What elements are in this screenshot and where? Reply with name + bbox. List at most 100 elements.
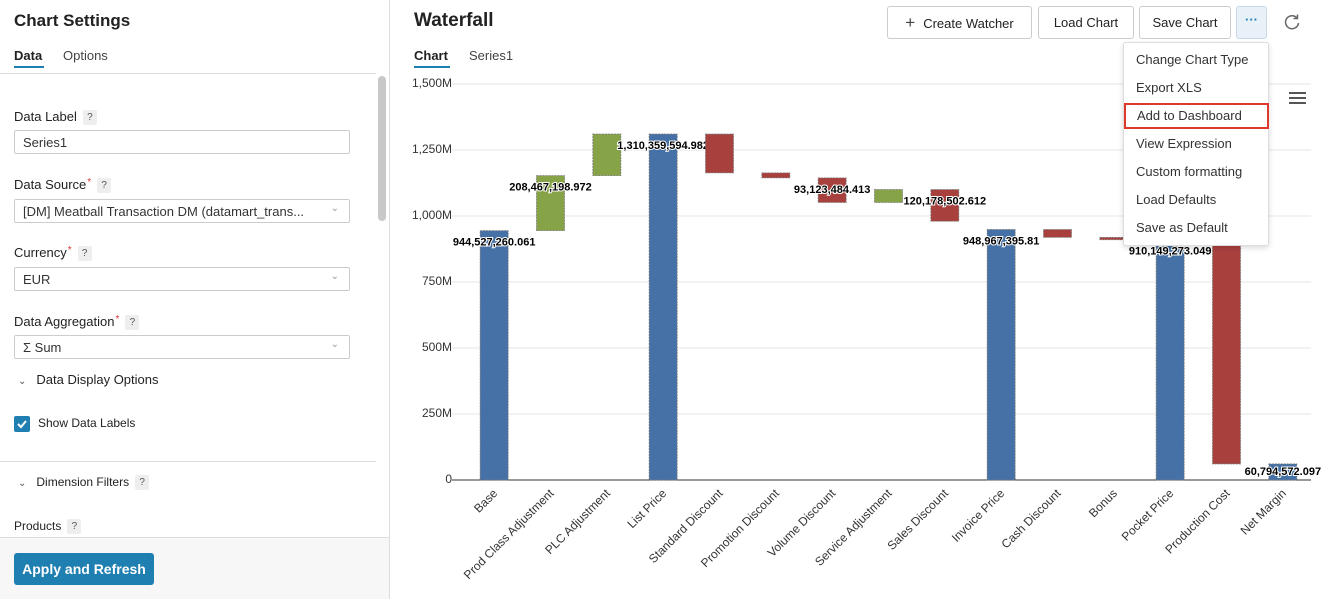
y-tick-label: 1,000M (412, 208, 452, 222)
help[interactable]: ? (97, 178, 112, 194)
checkbox[interactable] (14, 416, 30, 432)
label-text: Products (14, 519, 62, 533)
menu-item[interactable]: Add to Dashboard (1124, 103, 1269, 129)
button-text: Create Watcher (923, 16, 1014, 31)
tab[interactable]: Series1 (469, 48, 514, 63)
bar (592, 133, 622, 177)
select-value: EUR (23, 272, 51, 287)
data-label: 93,123,484.413 (794, 184, 870, 196)
sidebar: Chart Settings Data Options Data Label? … (0, 0, 390, 599)
menu-item[interactable]: Load Defaults (1136, 192, 1217, 207)
input[interactable]: Series1 (14, 130, 350, 154)
menu-item[interactable]: Change Chart Type (1136, 52, 1249, 67)
select-value: Σ Sum (23, 340, 62, 355)
field-label: Data Aggregation*? (14, 314, 140, 331)
select[interactable]: [DM] Meatball Transaction DM (datamart_t… (14, 199, 350, 223)
bar (761, 172, 791, 179)
label-text: Data Label (14, 109, 77, 124)
bar (986, 229, 1016, 481)
data-label: 948,967,395.81 (963, 235, 1039, 247)
help[interactable]: ? (125, 315, 140, 331)
y-tick-label: 500M (422, 340, 452, 354)
select[interactable]: EUR ⌄ (14, 267, 350, 291)
load-chart-button[interactable]: Load Chart (1038, 6, 1134, 39)
menu-item[interactable]: Custom formatting (1136, 164, 1243, 179)
field-label: Products? (14, 519, 82, 535)
bar (930, 189, 960, 222)
save-chart-button[interactable]: Save Chart (1139, 6, 1231, 39)
chart-heading: Waterfall (414, 10, 494, 31)
data-label: 120,178,502.612 (904, 195, 987, 207)
x-tick-label: Cash Discount (999, 486, 1065, 552)
label-text: Currency (14, 245, 67, 260)
menu-item[interactable]: Export XLS (1136, 80, 1202, 95)
required: * (115, 314, 120, 325)
tab[interactable]: Chart (414, 48, 448, 63)
bar (648, 133, 678, 481)
tab[interactable]: Options (63, 48, 108, 63)
tab[interactable]: Data (14, 48, 43, 63)
divider (0, 461, 376, 462)
section-toggle[interactable]: ⌄ Dimension Filters? (18, 475, 150, 491)
more-button[interactable]: ··· (1236, 6, 1267, 39)
check-icon (17, 420, 27, 429)
help[interactable]: ? (67, 519, 82, 535)
y-tick-label: 1,500M (412, 76, 452, 90)
help[interactable]: ? (135, 475, 150, 491)
scrollbar[interactable] (378, 76, 386, 221)
apply-button[interactable]: Apply and Refresh (14, 553, 154, 585)
bar (874, 189, 903, 203)
field-label: Currency*? (14, 245, 92, 262)
checkbox-label: Show Data Labels (38, 416, 136, 430)
data-label: 208,467,198.972 (509, 182, 592, 194)
help[interactable]: ? (77, 246, 92, 262)
field-label: Data Source*? (14, 177, 112, 194)
required: * (67, 245, 72, 256)
bar (1099, 236, 1129, 241)
data-label: 910,149,273.049 (1129, 246, 1212, 258)
y-tick-label: 1,250M (412, 142, 452, 156)
dropdown-menu (1123, 42, 1269, 246)
label-text: Data Aggregation (14, 314, 115, 329)
x-tick-label: Base (471, 486, 500, 515)
label-text: Data Source (14, 177, 87, 192)
menu-item[interactable]: View Expression (1136, 136, 1232, 151)
data-label: 944,527,260.061 (453, 237, 536, 249)
bar (705, 133, 734, 174)
data-label: 1,310,359,594.982 (617, 140, 709, 152)
section-title: Dimension Filters (36, 475, 130, 489)
menu-item[interactable]: Save as Default (1136, 220, 1228, 235)
select[interactable]: Σ Sum ⌄ (14, 335, 350, 359)
sidebar-title: Chart Settings (14, 11, 131, 30)
y-tick-label: 750M (422, 274, 452, 288)
x-tick-label: Bonus (1086, 486, 1120, 520)
refresh-icon[interactable] (1283, 13, 1301, 31)
tab-underline (414, 66, 450, 68)
section-toggle[interactable]: ⌄ Data Display Options (18, 372, 159, 387)
help[interactable]: ? (82, 110, 97, 126)
bar (817, 177, 847, 203)
bar (1212, 239, 1241, 465)
tab-underline (14, 66, 44, 68)
x-tick-label: Invoice Price (949, 486, 1008, 545)
required: * (87, 177, 92, 188)
bar (1155, 239, 1185, 481)
data-label: 60,794,572.097 (1245, 466, 1321, 478)
x-tick-label: Net Margin (1238, 486, 1289, 537)
y-tick-label: 250M (422, 406, 452, 420)
section-title: Data Display Options (36, 372, 159, 387)
bar (1268, 463, 1298, 481)
x-tick-label: List Price (624, 486, 669, 531)
divider (0, 73, 376, 74)
field-label: Data Label? (14, 109, 97, 126)
x-tick-label: Sales Discount (884, 486, 951, 553)
create-watcher-button[interactable]: + Create Watcher (887, 6, 1032, 39)
bar (479, 230, 509, 481)
select-value: [DM] Meatball Transaction DM (datamart_t… (23, 204, 305, 219)
hamburger-icon[interactable] (1289, 92, 1306, 104)
y-tick-label: 0 (445, 472, 452, 486)
bar (1043, 229, 1072, 238)
x-tick-label: Pocket Price (1119, 486, 1177, 544)
